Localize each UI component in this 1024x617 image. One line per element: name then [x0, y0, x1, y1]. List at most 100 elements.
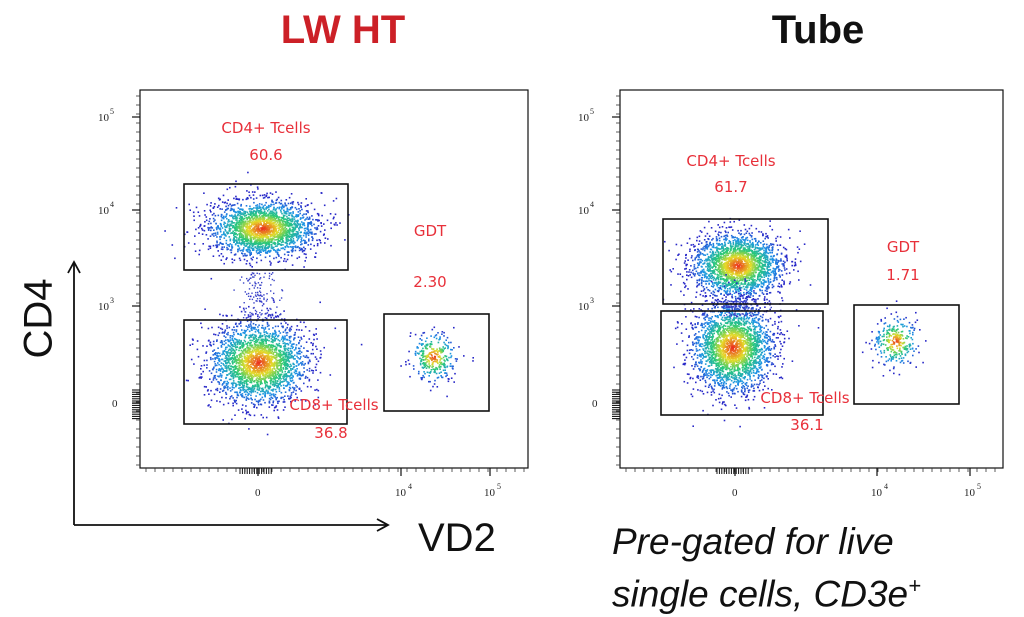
event-dot	[286, 217, 289, 220]
event-dot	[320, 192, 323, 194]
event-dot	[287, 347, 290, 349]
event-dot	[236, 242, 239, 244]
event-dot	[223, 387, 226, 390]
event-dot	[255, 372, 257, 374]
event-dot	[277, 372, 280, 374]
event-dot	[253, 207, 255, 209]
event-dot	[315, 252, 317, 254]
event-dot	[246, 328, 249, 331]
event-dot	[296, 352, 299, 355]
event-dot	[239, 210, 241, 213]
event-dot	[249, 227, 251, 230]
event-dot	[240, 332, 242, 335]
event-dot	[282, 367, 284, 369]
event-dot	[235, 243, 237, 245]
event-dot	[198, 215, 201, 217]
event-dot	[208, 245, 210, 248]
event-dot	[242, 350, 244, 353]
event-dot	[270, 371, 272, 374]
event-dot	[244, 348, 247, 350]
event-dot	[198, 249, 201, 252]
event-dot	[238, 239, 241, 241]
event-dot	[225, 209, 227, 211]
event-dot	[287, 353, 290, 356]
event-dot	[290, 220, 293, 223]
event-dot	[236, 217, 238, 219]
event-dot	[278, 234, 281, 237]
event-dot	[269, 233, 272, 236]
event-dot	[249, 235, 251, 237]
event-dot	[270, 224, 273, 227]
event-dot	[274, 361, 276, 364]
event-dot	[291, 250, 294, 253]
event-dot	[272, 353, 274, 355]
event-dot	[451, 365, 453, 367]
event-dot	[271, 338, 274, 341]
event-dot	[289, 219, 292, 222]
event-dot	[288, 229, 290, 232]
event-dot	[216, 364, 218, 367]
event-dot	[209, 218, 211, 220]
event-dot	[298, 363, 300, 365]
event-dot	[286, 245, 289, 248]
event-dot	[241, 240, 244, 242]
event-dot	[269, 398, 272, 401]
event-dot	[288, 360, 291, 363]
event-dot	[260, 231, 263, 233]
event-dot	[237, 238, 240, 240]
event-dot	[209, 205, 212, 207]
event-dot	[256, 386, 259, 388]
event-dot	[256, 186, 259, 188]
event-dot	[258, 331, 260, 334]
event-dot	[272, 344, 275, 347]
event-dot	[249, 214, 252, 216]
event-dot	[307, 234, 310, 236]
panel-title-left: LW HT	[280, 8, 406, 52]
event-dot	[423, 331, 426, 334]
event-dot	[250, 366, 253, 368]
event-dot	[278, 260, 281, 263]
event-dot	[248, 375, 250, 377]
event-dot	[289, 378, 292, 380]
event-dot	[235, 359, 238, 362]
event-dot	[215, 244, 218, 247]
event-dot	[267, 365, 270, 368]
event-dot	[297, 237, 300, 239]
event-dot	[255, 358, 257, 361]
event-dot	[278, 206, 281, 209]
event-dot	[262, 250, 265, 252]
event-dot	[360, 343, 363, 346]
event-dot	[272, 373, 274, 375]
event-dot	[251, 221, 254, 224]
event-dot	[273, 216, 275, 219]
event-dot	[277, 364, 280, 367]
event-dot	[284, 344, 286, 347]
event-dot	[304, 362, 306, 365]
y-tick-exponent: 4	[110, 200, 114, 209]
event-dot	[208, 220, 211, 223]
event-dot	[445, 355, 447, 358]
event-dot	[268, 216, 271, 218]
event-dot	[263, 344, 266, 347]
event-dot	[427, 355, 430, 358]
event-dot	[224, 234, 226, 237]
event-dot	[229, 230, 231, 232]
event-dot	[308, 367, 311, 370]
event-dot	[265, 352, 268, 355]
event-dot	[276, 315, 279, 317]
event-dot	[335, 222, 337, 224]
event-dot	[265, 377, 267, 379]
event-dot	[262, 359, 264, 361]
event-dot	[292, 250, 294, 252]
event-dot	[240, 310, 243, 313]
event-dot	[265, 207, 267, 209]
event-dot	[249, 207, 252, 210]
event-dot	[296, 386, 298, 388]
event-dot	[289, 350, 292, 352]
event-dot	[437, 351, 439, 354]
event-dot	[284, 329, 287, 332]
event-dot	[269, 355, 272, 358]
event-dot	[285, 373, 288, 376]
event-dot	[443, 331, 445, 334]
event-dot	[268, 328, 270, 330]
